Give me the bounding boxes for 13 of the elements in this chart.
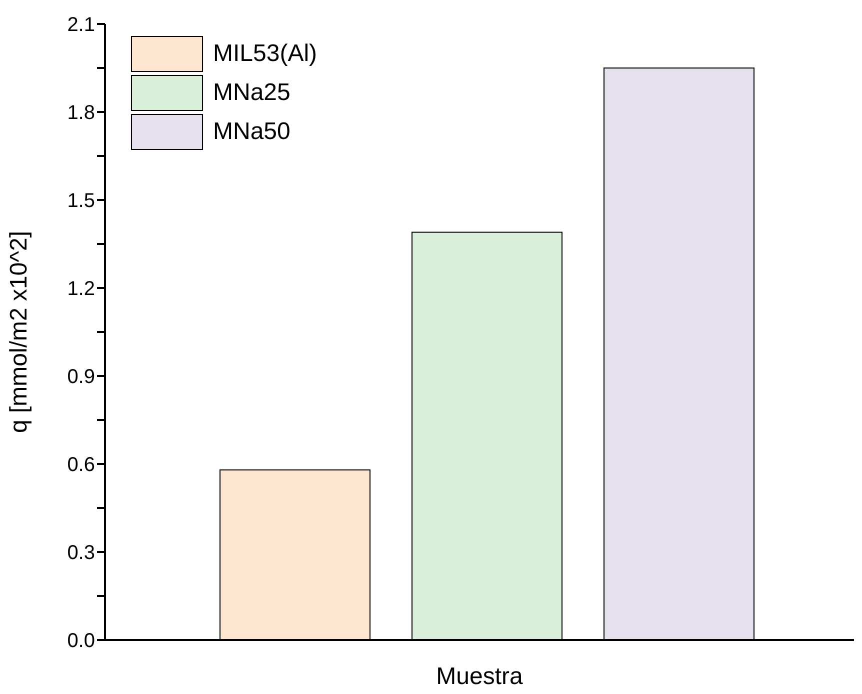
x-axis-title: Muestra bbox=[436, 663, 524, 690]
y-tick-label: 1.8 bbox=[67, 102, 95, 124]
y-tick-label: 0.3 bbox=[67, 542, 95, 564]
y-axis-title: q [mmol/m2 x10^2] bbox=[6, 231, 33, 433]
y-tick-label: 0.6 bbox=[67, 454, 95, 476]
y-tick-label: 1.5 bbox=[67, 190, 95, 212]
legend-label: MIL53(Al) bbox=[213, 40, 318, 68]
legend-label: MNa50 bbox=[213, 118, 290, 146]
y-tick-label: 0.0 bbox=[67, 630, 95, 652]
y-tick-label: 0.9 bbox=[67, 366, 95, 388]
legend-label: MNa25 bbox=[213, 78, 290, 106]
y-tick-label: 1.2 bbox=[67, 278, 95, 300]
y-tick-label: 2.1 bbox=[67, 14, 95, 36]
